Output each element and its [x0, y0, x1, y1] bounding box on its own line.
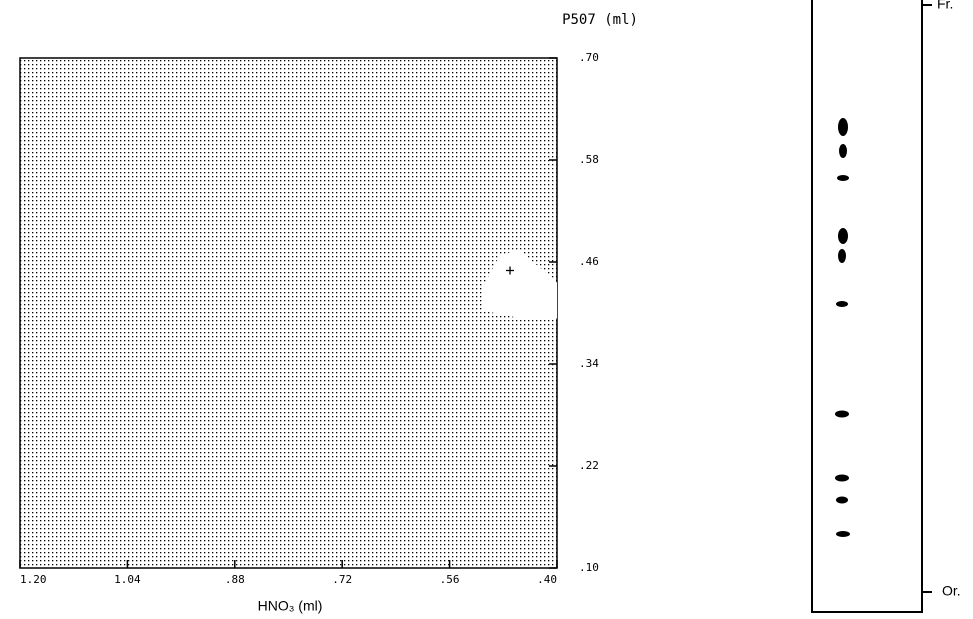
page: P507 (ml) HNO₃ (ml) Fr. Or. 1.20 1.04 .88.… — [0, 0, 973, 619]
x-tick-label: .88 — [225, 573, 245, 586]
y-tick-label: .46 — [579, 255, 599, 268]
x-tick-label: 1.20 — [20, 573, 47, 586]
plate-outline — [812, 0, 922, 612]
figure: P507 (ml) HNO₃ (ml) Fr. Or. 1.20 1.04 .88.… — [0, 0, 973, 619]
y-tick-label: .10 — [579, 561, 599, 574]
spot — [837, 175, 849, 181]
spot — [838, 118, 848, 136]
y-tick-label: .22 — [579, 459, 599, 472]
spot — [838, 228, 848, 244]
x-tick-label: .56 — [440, 573, 460, 586]
spot — [838, 249, 846, 263]
spot — [836, 531, 850, 537]
spot — [836, 301, 848, 307]
x-tick-label: .40 — [537, 573, 557, 586]
spots — [835, 118, 850, 537]
y-axis-label: P507 (ml) — [562, 12, 638, 28]
spot — [839, 144, 847, 158]
spot — [835, 411, 849, 418]
x-tick-label: .72 — [332, 573, 352, 586]
y-tick-label: .34 — [579, 357, 599, 370]
y-tick-label: .70 — [579, 51, 599, 64]
origin-label: Or. — [942, 583, 961, 599]
plot-area — [20, 58, 557, 568]
x-axis-label: HNO₃ (ml) — [258, 598, 323, 614]
x-tick-label: 1.04 — [114, 573, 141, 586]
tlc-plate: Fr. Or. — [812, 0, 961, 612]
front-label: Fr. — [937, 0, 953, 12]
y-tick-label: .58 — [579, 153, 599, 166]
spot — [836, 497, 848, 504]
spot — [835, 475, 849, 482]
